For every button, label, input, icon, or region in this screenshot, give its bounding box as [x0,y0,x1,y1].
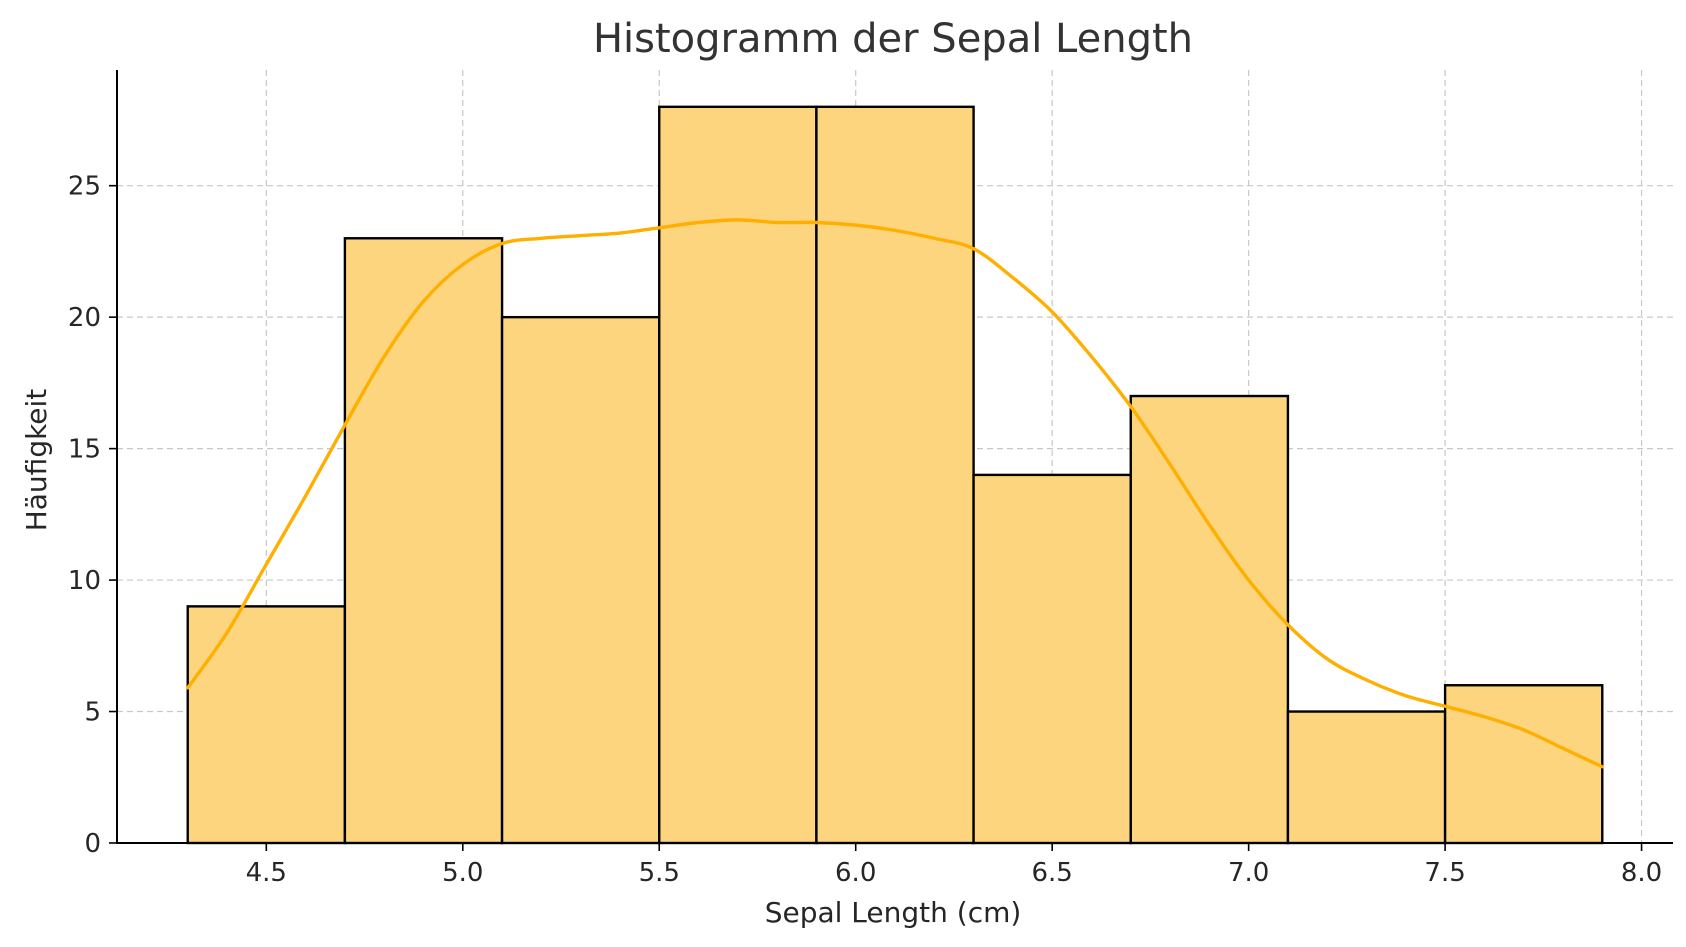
y-tick-label-4: 20 [68,303,101,333]
histogram-bar-6 [1129,394,1290,845]
x-tick-label-0: 4.5 [246,858,287,888]
x-tick-label-2: 5.5 [639,858,680,888]
histogram-bar-0 [186,605,347,845]
x-tick-label-7: 8.0 [1621,858,1662,888]
y-axis-label: Häufigkeit [20,389,53,532]
axes-layer [116,70,1673,844]
histogram-bar-7 [1286,710,1447,845]
x-axis-label: Sepal Length (cm) [765,896,1022,929]
histogram-bar-5 [972,473,1132,845]
chart-title: Histogramm der Sepal Length [593,16,1193,62]
x-tick-label-4: 6.5 [1031,858,1072,888]
y-tick-label-3: 15 [68,435,101,465]
x-tick-label-5: 7.0 [1228,858,1269,888]
ticks-layer: 4.5 5.0 5.5 6.0 6.5 7.0 7.5 8.0 0 5 10 15 20 25 [68,172,1662,888]
x-tick-label-1: 5.0 [442,858,483,888]
histogram-bar-4 [815,105,975,845]
histogram-bar-1 [343,237,504,845]
bars-layer [186,105,1604,845]
histogram-bar-3 [658,105,818,845]
kde-layer [186,218,1604,769]
y-tick-label-0: 0 [84,829,101,859]
histogram-bar-2 [500,315,661,845]
y-tick-label-2: 10 [68,566,101,596]
y-tick-label-5: 25 [68,172,101,202]
x-tick-label-6: 7.5 [1424,858,1465,888]
histogram-bar-8 [1443,684,1604,845]
kde-curve [186,218,1604,769]
y-tick-label-1: 5 [84,698,101,728]
x-tick-label-3: 6.0 [835,858,876,888]
